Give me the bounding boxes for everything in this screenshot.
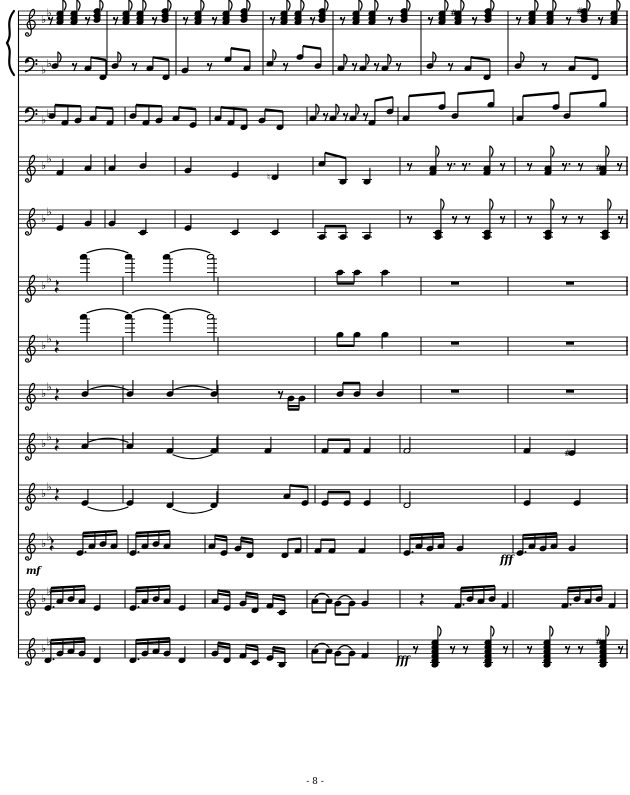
svg-text:♭: ♭ [47, 480, 52, 493]
svg-text:♭: ♭ [41, 592, 46, 605]
svg-text:#: # [595, 638, 602, 648]
svg-text:♭: ♭ [41, 13, 46, 26]
svg-text:♭: ♭ [47, 635, 52, 648]
staff-12: ♭♭ [18, 584, 628, 616]
staff-10: ♭♭ [18, 480, 628, 514]
svg-text:♭: ♭ [47, 585, 52, 598]
staff-6: ♭♭ [18, 248, 628, 303]
svg-text:♭: ♭ [47, 152, 52, 165]
svg-text:♭: ♭ [41, 437, 46, 450]
svg-text:♭: ♭ [41, 387, 46, 400]
svg-text:♭: ♭ [41, 537, 46, 550]
dynamic-marking-fff-2: fff [396, 654, 409, 667]
svg-text:♭: ♭ [41, 642, 46, 655]
svg-text:♭: ♭ [41, 279, 46, 292]
staff-2-piano-left: ♭♭ [18, 44, 628, 81]
staff-13: ♭♭ # [18, 625, 628, 668]
svg-text:♭: ♭ [47, 380, 52, 393]
svg-text:♭: ♭ [47, 205, 52, 218]
staff-4: ♭♭ ♮ # [18, 145, 628, 185]
staff-9: ♭♭ # [18, 430, 628, 461]
svg-text:♭: ♭ [47, 107, 52, 120]
staff-3: ♭♭ [18, 89, 628, 131]
svg-text:#: # [576, 7, 583, 17]
svg-text:♭: ♭ [41, 339, 46, 352]
svg-text:♭: ♭ [41, 64, 46, 77]
dynamic-marking-mf: mf [26, 566, 40, 577]
dynamic-marking-fff-1: fff [500, 553, 513, 566]
staff-11: ♭♭ [18, 529, 628, 561]
svg-text:♭: ♭ [41, 212, 46, 225]
svg-text:♮: ♮ [267, 173, 270, 183]
staff-5: ♭♭ [18, 198, 628, 240]
svg-text:♭: ♭ [47, 272, 52, 285]
svg-text:♭: ♭ [41, 159, 46, 172]
svg-text:#: # [595, 164, 602, 174]
svg-text:♭: ♭ [47, 430, 52, 443]
svg-text:♭: ♭ [47, 530, 52, 543]
svg-text:♭: ♭ [47, 57, 52, 70]
svg-text:#: # [564, 449, 571, 459]
staff-8: ♭♭ [18, 380, 628, 411]
staff-1-piano-right: ♭♭ # # [18, 0, 628, 75]
svg-text:♭: ♭ [41, 487, 46, 500]
svg-text:#: # [450, 9, 457, 19]
page-number: - 8 - [306, 777, 324, 787]
svg-text:♭: ♭ [41, 114, 46, 127]
svg-text:♭: ♭ [47, 6, 52, 19]
staff-7: ♭♭ [18, 308, 628, 363]
svg-text:♭: ♭ [47, 332, 52, 345]
